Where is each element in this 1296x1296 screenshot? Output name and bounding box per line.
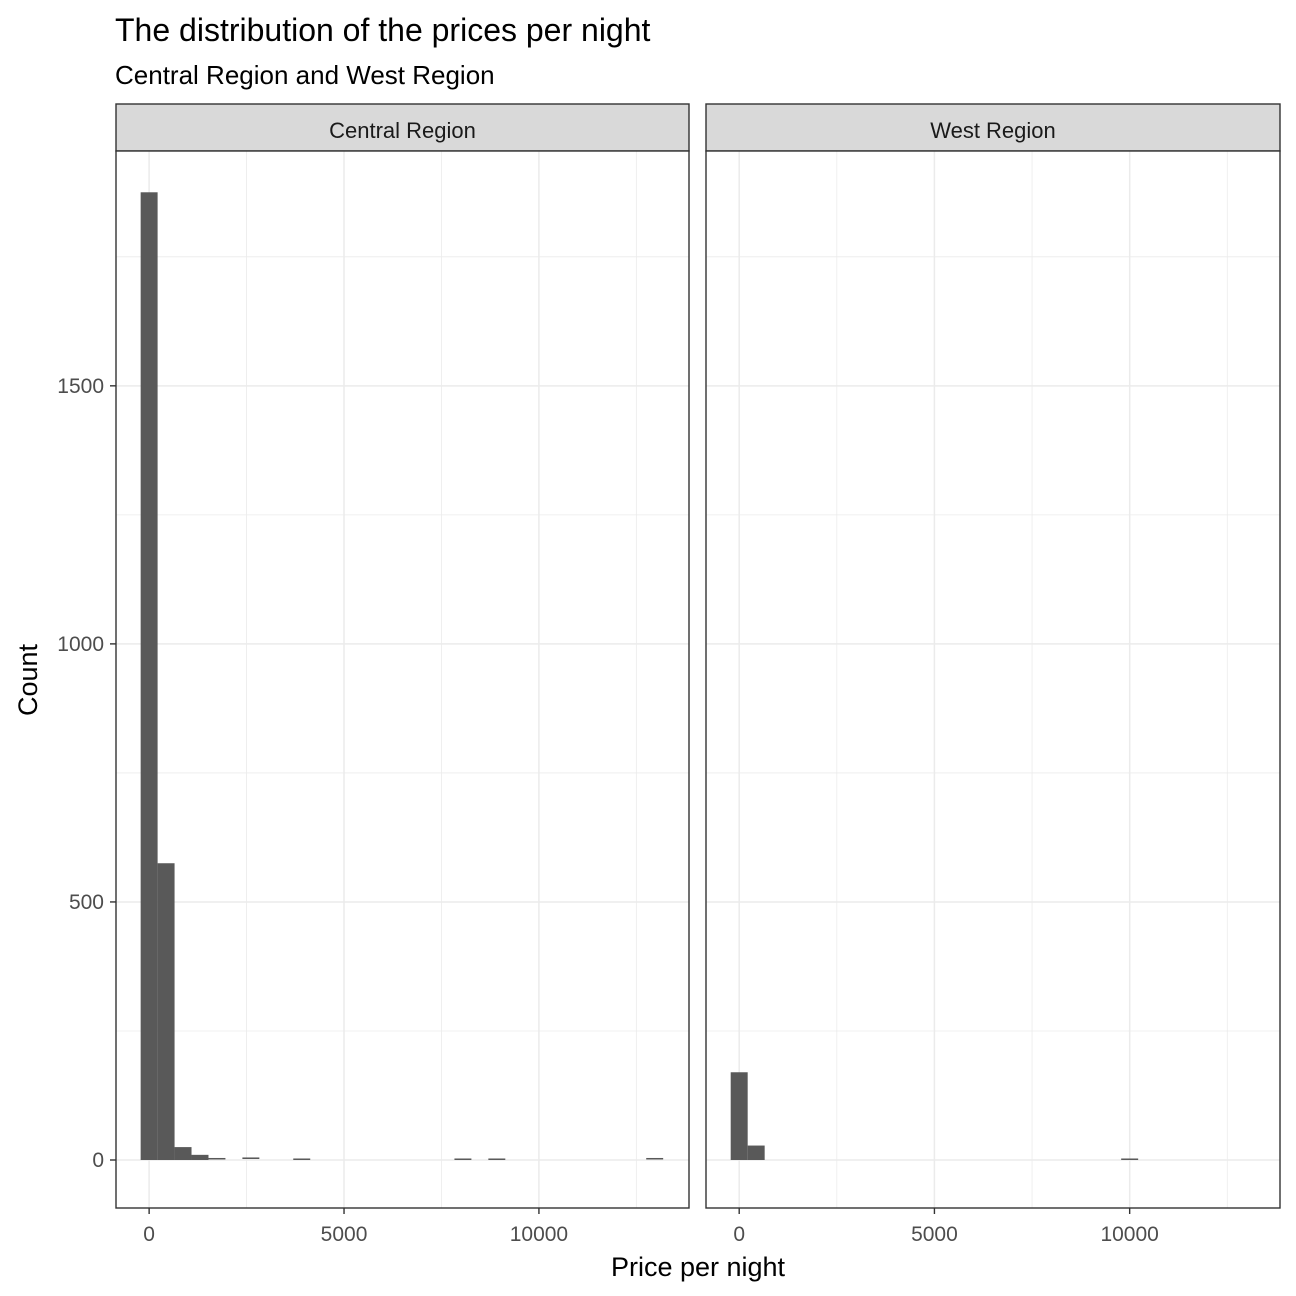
facet-strip-label: Central Region [329, 118, 476, 143]
y-tick-label: 1500 [57, 375, 104, 398]
histogram-bar [174, 1147, 192, 1161]
x-tick-label: 10000 [510, 1223, 568, 1246]
histogram-bar [747, 1145, 765, 1161]
facet-panel: Central Region 0 5000 10000 0 500 1000 1500 [57, 103, 690, 1246]
histogram-bar [1121, 1158, 1139, 1160]
x-tick-label: 0 [733, 1223, 745, 1246]
panel-background [706, 151, 1280, 1208]
histogram-bar [208, 1157, 226, 1160]
panel-background [116, 151, 689, 1208]
facet-strip [705, 103, 1281, 152]
facet-panels: Central Region 0 5000 10000 0 500 1000 1500 West… [57, 103, 1281, 1246]
histogram-bar [157, 863, 175, 1161]
x-tick-label: 0 [143, 1223, 155, 1246]
x-tick-label: 5000 [911, 1223, 958, 1246]
facet-strip-label: West Region [930, 118, 1056, 143]
x-tick-label: 5000 [321, 1223, 368, 1246]
y-tick-label: 500 [69, 891, 104, 914]
chart-subtitle: Central Region and West Region [115, 60, 495, 90]
histogram-bar [730, 1072, 748, 1161]
panel-border [115, 150, 690, 1209]
facet-panel: West Region 0 5000 10000 [705, 103, 1281, 1246]
panel-border [705, 150, 1281, 1209]
histogram-bar [242, 1157, 260, 1160]
chart-title: The distribution of the prices per night [115, 12, 651, 48]
histogram-bar [293, 1158, 311, 1160]
facet-strip [115, 103, 690, 152]
histogram-bar [191, 1154, 209, 1161]
y-tick-label: 1000 [57, 633, 104, 656]
histogram-bar [454, 1158, 472, 1160]
histogram-bar [646, 1157, 664, 1160]
x-tick-label: 10000 [1100, 1223, 1158, 1246]
histogram-bar [140, 192, 158, 1161]
histogram-bar [488, 1158, 506, 1160]
x-axis-title: Price per night [611, 1252, 786, 1282]
y-tick-label: 0 [92, 1149, 104, 1172]
y-axis-title: Count [13, 643, 43, 716]
